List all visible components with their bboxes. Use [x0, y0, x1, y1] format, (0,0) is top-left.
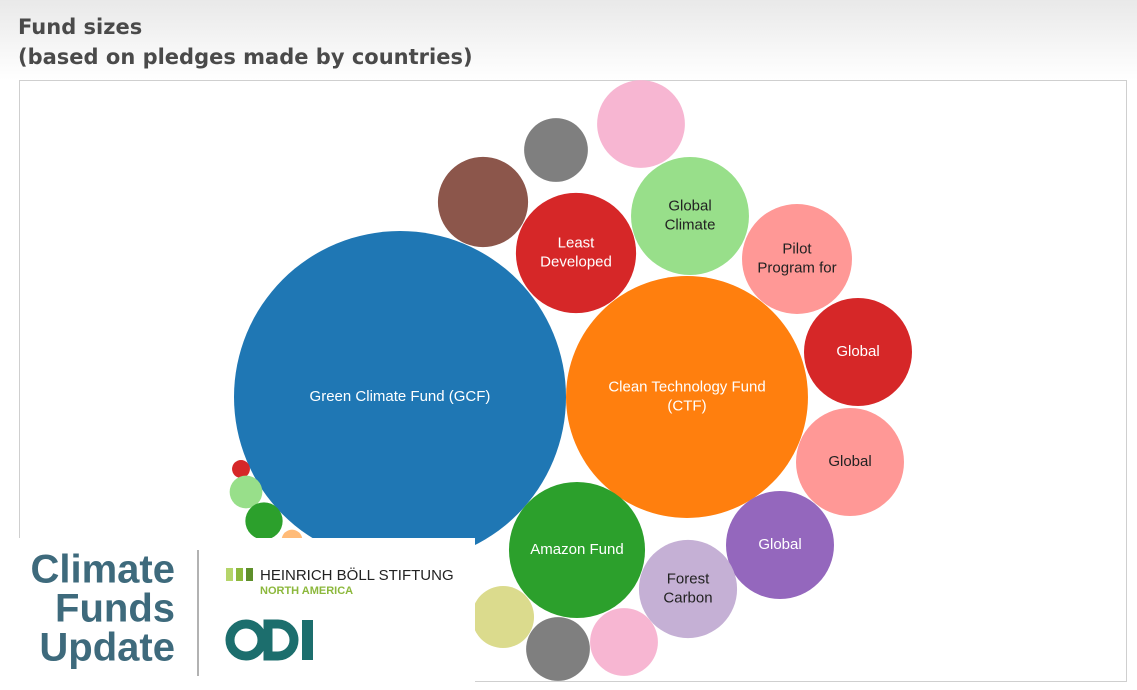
- bubble-label: Global: [758, 536, 801, 553]
- logo: Climate Funds Update HEINRICH BÖLL STIFT…: [18, 538, 475, 690]
- bubble: [742, 204, 852, 314]
- bubbles: Green Climate Fund (GCF) Clean Technology…: [229, 80, 913, 681]
- odi-d: [263, 619, 299, 661]
- bubble: [795, 407, 905, 517]
- logo-square: [246, 568, 253, 581]
- logo-text: Funds: [55, 587, 175, 631]
- logo-partner-sub: NORTH AMERICA: [260, 585, 353, 597]
- bubble: [245, 502, 283, 540]
- bubble-label: Green Climate Fund (GCF): [310, 388, 491, 405]
- bubble: [437, 156, 529, 248]
- bubble-label: Clean Technology Fund (CTF): [608, 378, 765, 414]
- odi-o: [225, 619, 267, 661]
- odi-i: [302, 620, 313, 660]
- bubble: [515, 192, 637, 314]
- bubble: [631, 157, 749, 275]
- bubble: [566, 276, 808, 518]
- bubble-label: Forest Carbon: [663, 570, 712, 606]
- bubble-label: Global: [836, 343, 879, 360]
- bubble-label: Amazon Fund: [530, 541, 623, 558]
- bubble: [803, 297, 913, 407]
- bubble: [232, 460, 250, 478]
- logo-text: Climate: [31, 548, 176, 592]
- chart-title: Fund sizes: [18, 15, 142, 39]
- bubble: [590, 608, 658, 676]
- bubble: [597, 80, 685, 168]
- bubble-label: Least Developed: [540, 234, 612, 270]
- bubble: [234, 231, 566, 563]
- bubble-label: Global: [828, 453, 871, 470]
- bubble: [725, 490, 835, 600]
- bubble: [229, 475, 263, 509]
- logo-text: Update: [39, 626, 175, 670]
- bubble-label: Pilot Program for: [757, 240, 836, 276]
- logo-square: [236, 568, 243, 581]
- bubble: [508, 481, 646, 619]
- header-bg: [0, 0, 1137, 80]
- bubble: [524, 118, 588, 182]
- chart-subtitle: (based on pledges made by countries): [18, 45, 473, 69]
- logo-bg: [18, 538, 475, 690]
- logo-square: [226, 568, 233, 581]
- logo-partner: HEINRICH BÖLL STIFTUNG: [260, 566, 454, 584]
- bubble: [638, 539, 738, 639]
- bubble-label: Global Climate: [665, 197, 716, 233]
- bubble: [471, 585, 535, 649]
- bubble: [526, 617, 590, 681]
